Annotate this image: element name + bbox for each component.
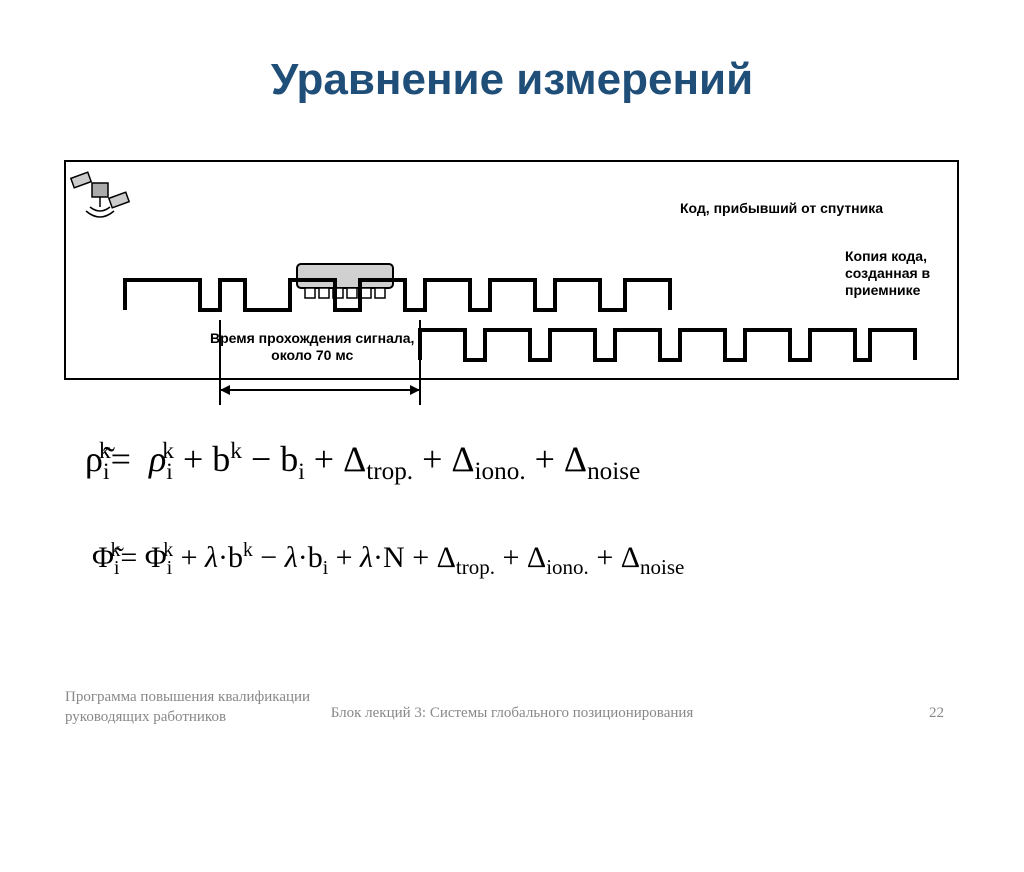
footer-left-line1: Программа повышения квалификации: [65, 689, 310, 705]
footer-center: Блок лекций 3: Системы глобального позиц…: [331, 705, 694, 722]
label-satellite-code: Код, прибывший от спутника: [680, 200, 883, 217]
label-code-copy: Копия кода,созданная вприемнике: [845, 248, 930, 298]
footer-page-number: 22: [929, 705, 944, 722]
footer-left: Программа повышения квалификации руковод…: [65, 688, 310, 727]
page-title: Уравнение измерений: [0, 0, 1024, 105]
title-text: Уравнение измерений: [271, 55, 753, 104]
equation-phase: Φ̃ik= Φik + λ·bk − λ·bi + λ·N + Δtrop. +…: [92, 540, 684, 580]
footer-left-line2: руководящих работников: [65, 709, 226, 725]
equation-pseudorange: ρ̃ik= ρik + bk − bi + Δtrop. + Δiono. + …: [85, 438, 640, 486]
signal-waveforms: [0, 105, 1024, 872]
label-signal-time: Время прохождения сигнала,около 70 мс: [210, 330, 414, 364]
